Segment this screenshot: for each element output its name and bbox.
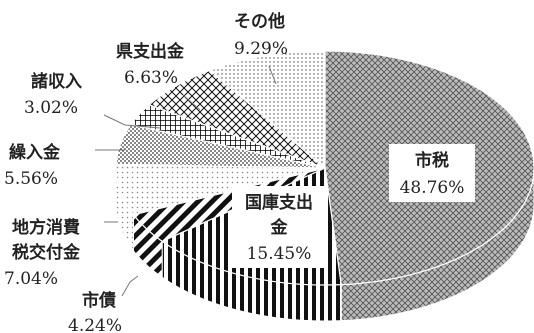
label-chihou-pct: 7.04% bbox=[4, 269, 58, 289]
label-shisai-name: 市債 bbox=[82, 290, 116, 311]
labels: 市税 48.76% 国庫支出 金 15.45% 市債 4.24% 地方消費 税交… bbox=[4, 11, 464, 333]
label-chihou-name-2: 税交付金 bbox=[12, 242, 81, 263]
label-chihou-name-1: 地方消費 bbox=[12, 217, 80, 238]
label-shisai-pct: 4.24% bbox=[68, 316, 122, 333]
label-kurire-pct: 5.56% bbox=[4, 169, 58, 189]
label-sonota-pct: 9.29% bbox=[234, 39, 288, 59]
label-shizei-pct: 48.76% bbox=[400, 178, 465, 198]
leader-ken bbox=[182, 94, 201, 111]
label-kurire-name: 繰入金 bbox=[9, 142, 61, 163]
label-box-shizei bbox=[389, 144, 475, 202]
label-kokko-name-2: 金 bbox=[270, 217, 289, 238]
leader-sonota bbox=[268, 65, 277, 85]
leader-shisai bbox=[121, 275, 139, 297]
label-kokko-name-1: 国庫支出 bbox=[245, 192, 313, 213]
leader-lines bbox=[95, 65, 277, 297]
pie-slice-7 bbox=[208, 50, 326, 170]
label-ken-pct: 6.63% bbox=[124, 68, 178, 88]
label-kokko-pct: 15.45% bbox=[247, 244, 312, 264]
label-box-kokko bbox=[232, 186, 326, 268]
label-ken-name: 県支出金 bbox=[116, 41, 185, 62]
label-shoshu-pct: 3.02% bbox=[24, 98, 78, 118]
label-shoshu-name: 諸収入 bbox=[31, 71, 82, 92]
leader-shoshu bbox=[103, 114, 161, 129]
label-sonota-name: その他 bbox=[234, 11, 285, 32]
label-shizei-name: 市税 bbox=[415, 150, 449, 171]
